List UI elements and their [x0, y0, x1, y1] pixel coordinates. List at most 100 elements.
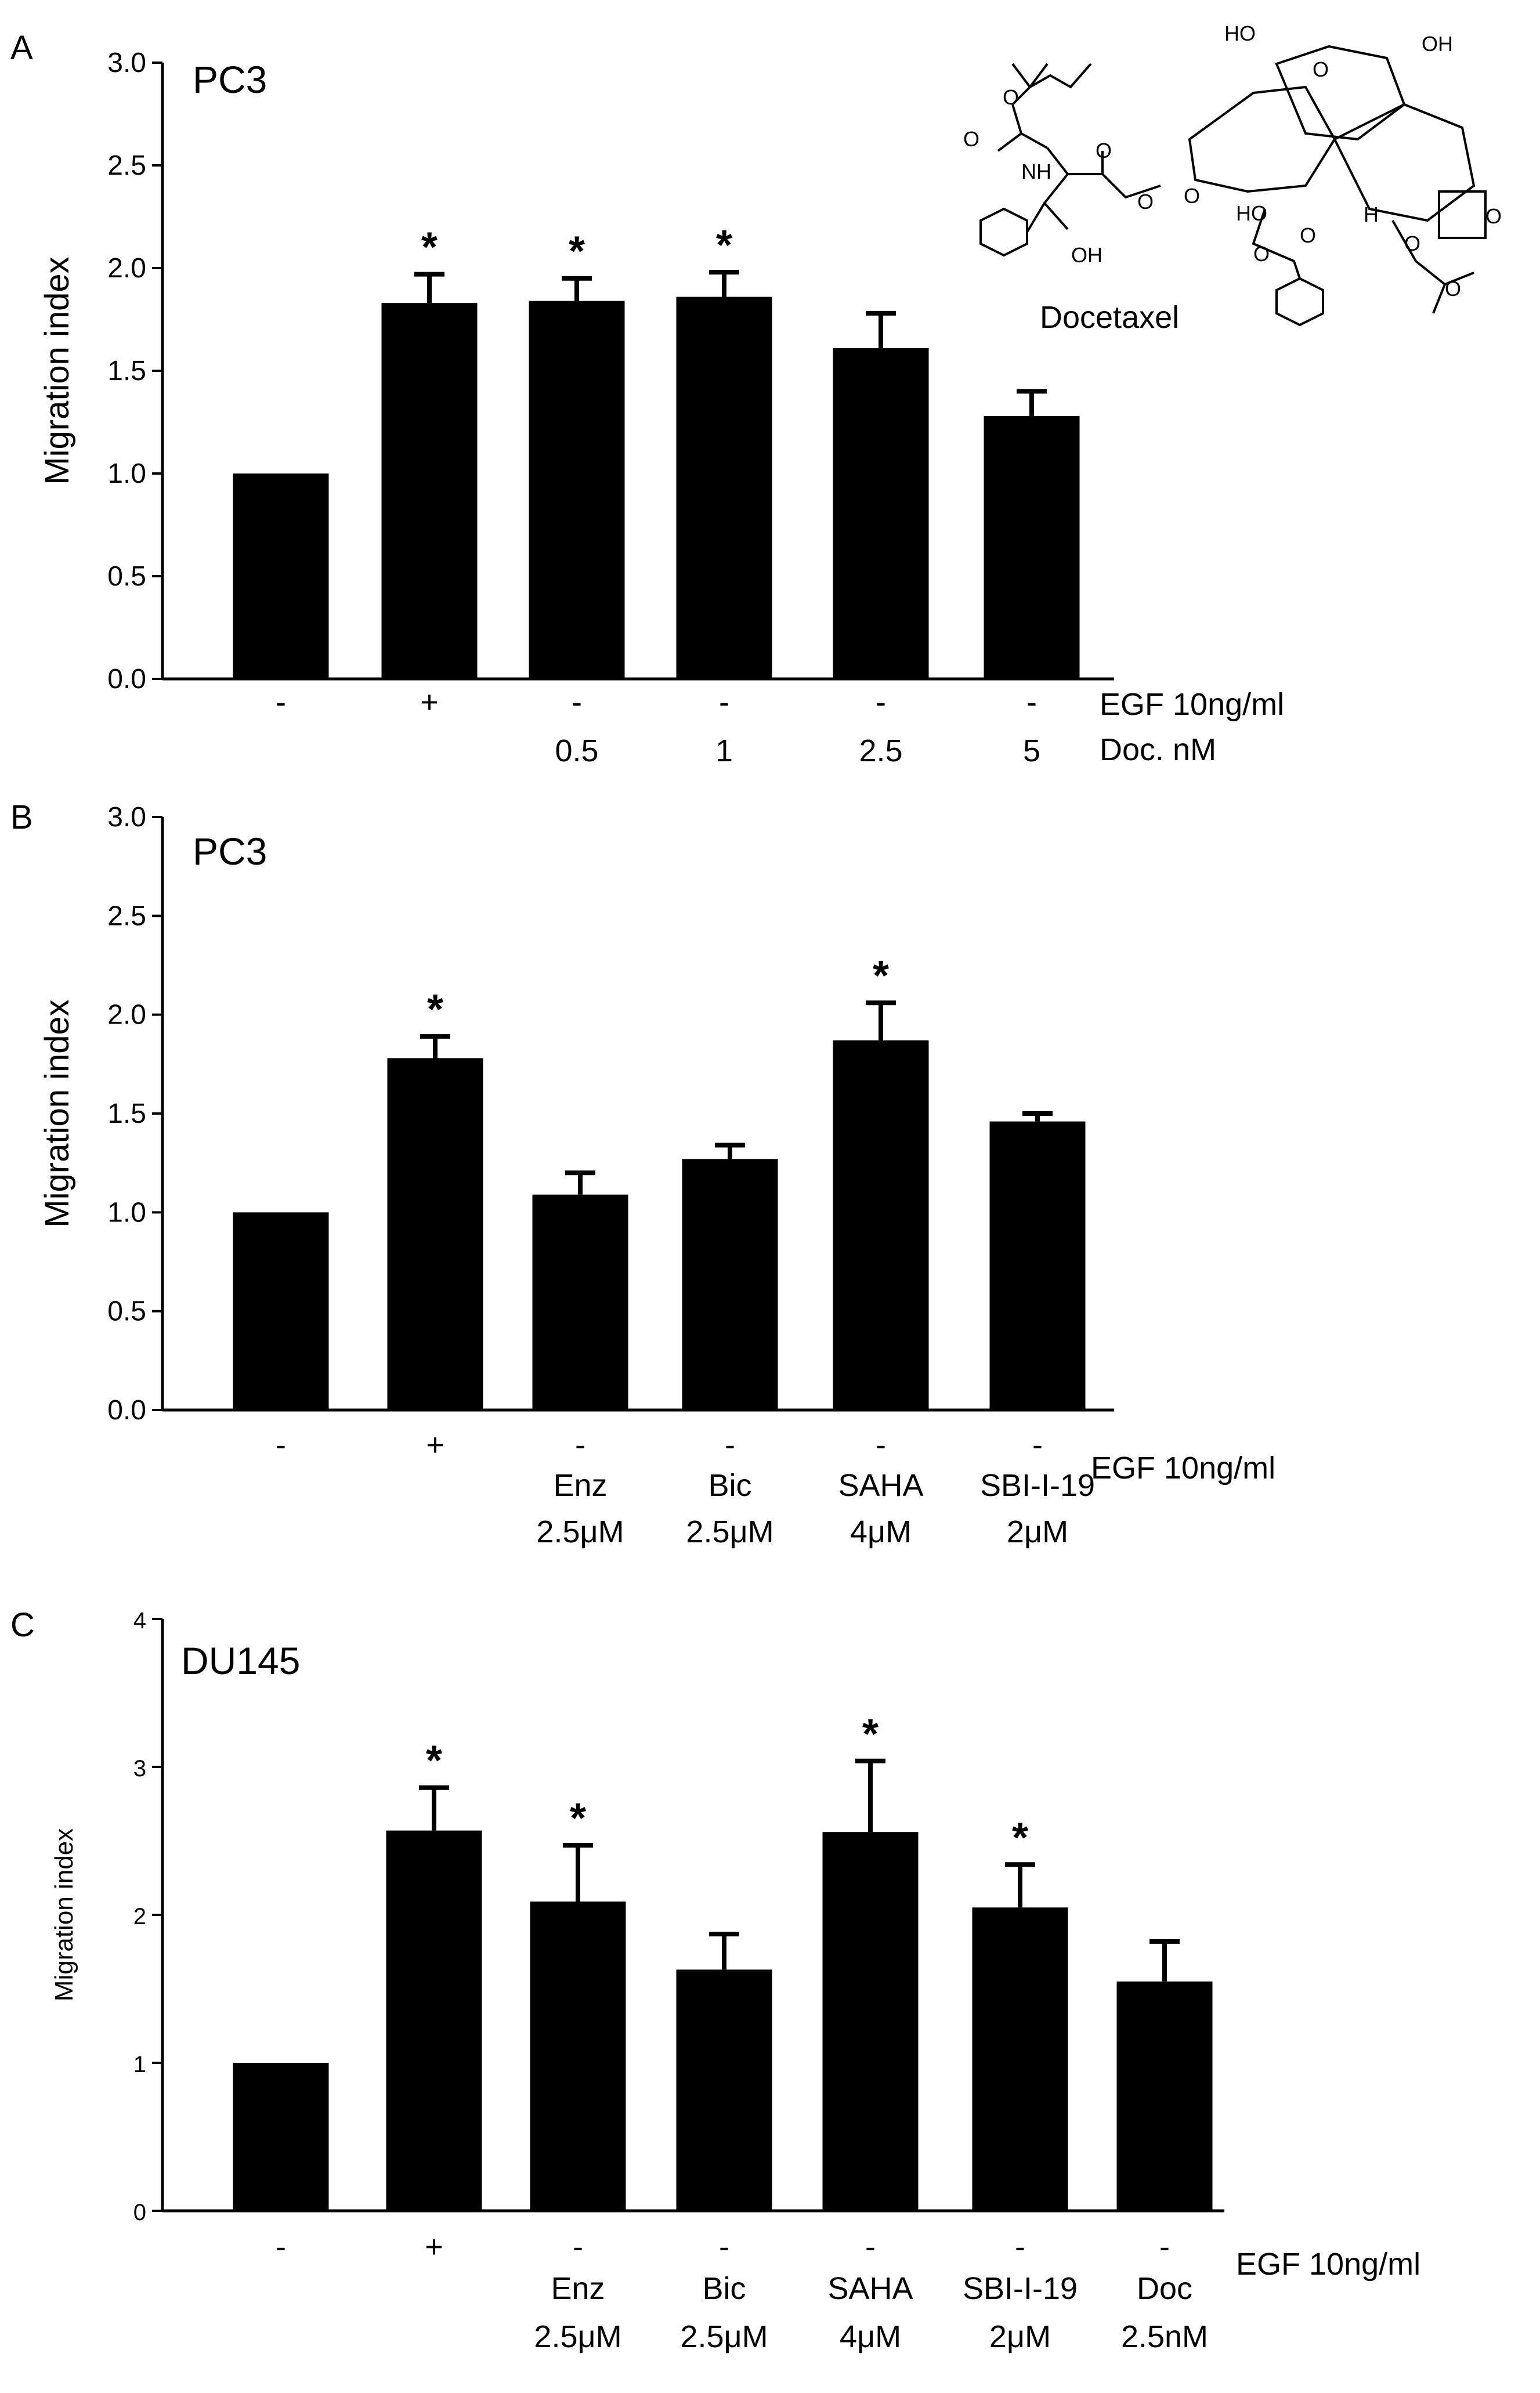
docetaxel-atom-labels: HO O OH O NH O O O H O HO OH O O O O O	[963, 21, 1502, 301]
treatment-label: SBI-I-19	[980, 1468, 1095, 1503]
atom-label: OH	[1071, 243, 1102, 267]
egf-label: -	[719, 2229, 729, 2264]
atom-label: O	[1445, 277, 1461, 301]
treatment-label: Bic	[708, 1468, 751, 1503]
significance-star: *	[1012, 1814, 1028, 1861]
y-tick-label: 2.5	[107, 901, 146, 931]
y-tick-label: 4	[133, 1608, 146, 1633]
egf-label: -	[719, 685, 729, 720]
panel-a-letter: A	[10, 29, 33, 67]
atom-label: O	[1253, 242, 1270, 266]
treatment-label: Doc	[1137, 2271, 1192, 2306]
y-axis-label: Migration index	[38, 256, 76, 485]
bar	[984, 415, 1080, 679]
treatment-label: 1	[715, 733, 733, 768]
y-tick-label: 2.0	[107, 253, 146, 284]
y-tick-label: 3	[133, 1756, 146, 1781]
treatment-label: Enz	[553, 1468, 607, 1503]
egf-label: -	[276, 2229, 286, 2264]
egf-label: -	[276, 1427, 286, 1462]
y-tick-label: 2.5	[107, 150, 146, 181]
bar	[833, 1040, 929, 1410]
panel-b: B PC3 0.0 0.5 1.0 1.5 2.0 2.5 3.0 Migration ind…	[10, 798, 1275, 1549]
y-tick-label: 2	[133, 1904, 146, 1929]
panel-c-letter: C	[10, 1606, 35, 1644]
bar	[682, 1159, 778, 1410]
bar	[387, 1058, 483, 1410]
treatment-label: 2μM	[989, 2319, 1051, 2354]
treatment-label: Bic	[702, 2271, 746, 2306]
egf-label: -	[573, 2229, 583, 2264]
significance-star: *	[426, 1738, 442, 1784]
docetaxel-structure	[979, 45, 1487, 327]
bar	[233, 2063, 329, 2211]
significance-star: *	[862, 1711, 879, 1758]
panel-b-letter: B	[10, 798, 33, 836]
panel-c: C DU145 0 1 2 3 4 Migration index - * + * - Enz 2.5μ…	[10, 1606, 1420, 2354]
atom-label: HO	[1236, 201, 1267, 225]
y-tick-label: 0.5	[107, 561, 146, 592]
bar	[972, 1907, 1068, 2211]
panel-a-cell-line: PC3	[193, 58, 267, 101]
egf-label: +	[420, 685, 439, 720]
atom-label: O	[1003, 85, 1019, 109]
bar	[529, 301, 625, 679]
bar	[1116, 1981, 1213, 2211]
egf-label: -	[1015, 2229, 1025, 2264]
y-tick-label: 3.0	[107, 48, 146, 78]
egf-label: -	[876, 685, 886, 720]
treatment-label: Enz	[551, 2271, 605, 2306]
treatment-label: 2.5μM	[536, 1514, 624, 1549]
egf-label: -	[865, 2229, 876, 2264]
treatment-label: 2.5μM	[686, 1514, 773, 1549]
significance-star: *	[716, 222, 732, 269]
treatment-label: SAHA	[838, 1468, 923, 1503]
y-tick-label: 0.0	[107, 1395, 146, 1426]
y-tick-label: 0.0	[107, 664, 146, 695]
atom-label: H	[1364, 203, 1379, 226]
significance-star: *	[421, 225, 438, 271]
treatment-label: 2.5nM	[1121, 2319, 1208, 2354]
y-tick-label: 0	[133, 2200, 146, 2225]
molecule-name: Docetaxel	[1040, 300, 1179, 335]
egf-label: -	[1032, 1427, 1043, 1462]
significance-star: *	[569, 229, 585, 275]
atom-label: HO	[1224, 21, 1256, 45]
bar	[989, 1121, 1086, 1410]
y-axis-label: Migration index	[38, 999, 76, 1227]
bar	[530, 1902, 626, 2211]
treatment-label: 4μM	[850, 1514, 912, 1549]
y-tick-label: 2.0	[107, 1000, 146, 1031]
egf-label: +	[426, 1427, 444, 1462]
atom-label: O	[1404, 232, 1420, 255]
treatment-label: 2μM	[1007, 1514, 1068, 1549]
bar	[233, 473, 329, 679]
atom-label: NH	[1021, 160, 1051, 183]
bar	[676, 1969, 772, 2211]
y-tick-label: 1.5	[107, 1098, 146, 1129]
significance-star: *	[570, 1795, 586, 1842]
treatment-label: 2.5μM	[534, 2319, 621, 2354]
bar	[822, 1832, 919, 2211]
chart-c: 0 1 2 3 4 Migration index - * + * - Enz 2.5μM - Bic 2.5…	[50, 1608, 1224, 2354]
y-tick-label: 3.0	[107, 802, 146, 833]
atom-label: O	[963, 127, 979, 151]
y-tick-label: 1.5	[107, 356, 146, 386]
y-tick-label: 1.0	[107, 458, 146, 489]
treatment-label: 4μM	[840, 2319, 901, 2354]
panel-b-egf-row-label: EGF 10ng/ml	[1091, 1451, 1275, 1485]
egf-label: -	[572, 685, 582, 720]
treatment-label: SBI-I-19	[963, 2271, 1078, 2306]
bar	[233, 1212, 329, 1410]
panel-a-egf-row-label: EGF 10ng/ml	[1100, 687, 1284, 722]
bar	[386, 1830, 482, 2211]
treatment-label: 0.5	[555, 733, 598, 768]
egf-label: -	[575, 1427, 585, 1462]
chart-b: 0.0 0.5 1.0 1.5 2.0 2.5 3.0 Migration index - * + -…	[38, 802, 1114, 1549]
atom-label: O	[1485, 204, 1502, 228]
panel-c-egf-row-label: EGF 10ng/ml	[1236, 2247, 1420, 2282]
atom-label: O	[1096, 139, 1112, 162]
atom-label: OH	[1422, 32, 1453, 56]
atom-label: O	[1184, 184, 1200, 208]
